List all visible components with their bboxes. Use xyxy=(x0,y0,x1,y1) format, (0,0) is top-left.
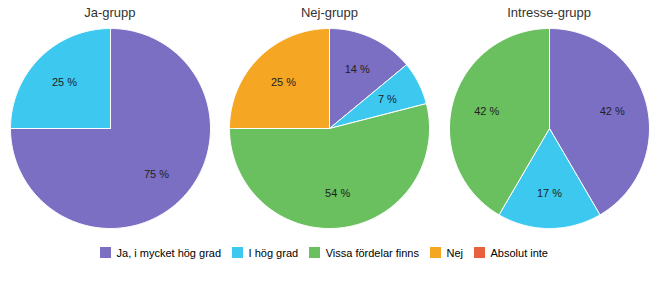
svg-text:7 %: 7 % xyxy=(378,93,397,105)
html-text:I hög grad: I hög grad xyxy=(248,246,299,259)
html-text:Intresse-grupp: Intresse-grupp xyxy=(507,5,591,20)
svg-text:25 %: 25 % xyxy=(52,76,77,88)
svg-text:17 %: 17 % xyxy=(537,187,562,199)
svg-text:14 %: 14 % xyxy=(345,63,370,75)
html-text:Ja-grupp: Ja-grupp xyxy=(84,5,136,20)
svg-text:42 %: 42 % xyxy=(474,105,499,117)
svg-text:42 %: 42 % xyxy=(600,105,625,117)
svg-text:25 %: 25 % xyxy=(271,76,296,88)
html-text:Absolut inte: Absolut inte xyxy=(490,246,548,259)
html-text:Nej-grupp: Nej-grupp xyxy=(300,5,358,20)
html-text:Vissa fördelar finns: Vissa fördelar finns xyxy=(325,246,419,259)
svg-text:75 %: 75 % xyxy=(144,168,169,180)
html-text:Nej: Nej xyxy=(446,246,463,259)
html-text:Ja, i mycket hög grad: Ja, i mycket hög grad xyxy=(116,246,222,259)
svg-text:54 %: 54 % xyxy=(326,187,351,199)
